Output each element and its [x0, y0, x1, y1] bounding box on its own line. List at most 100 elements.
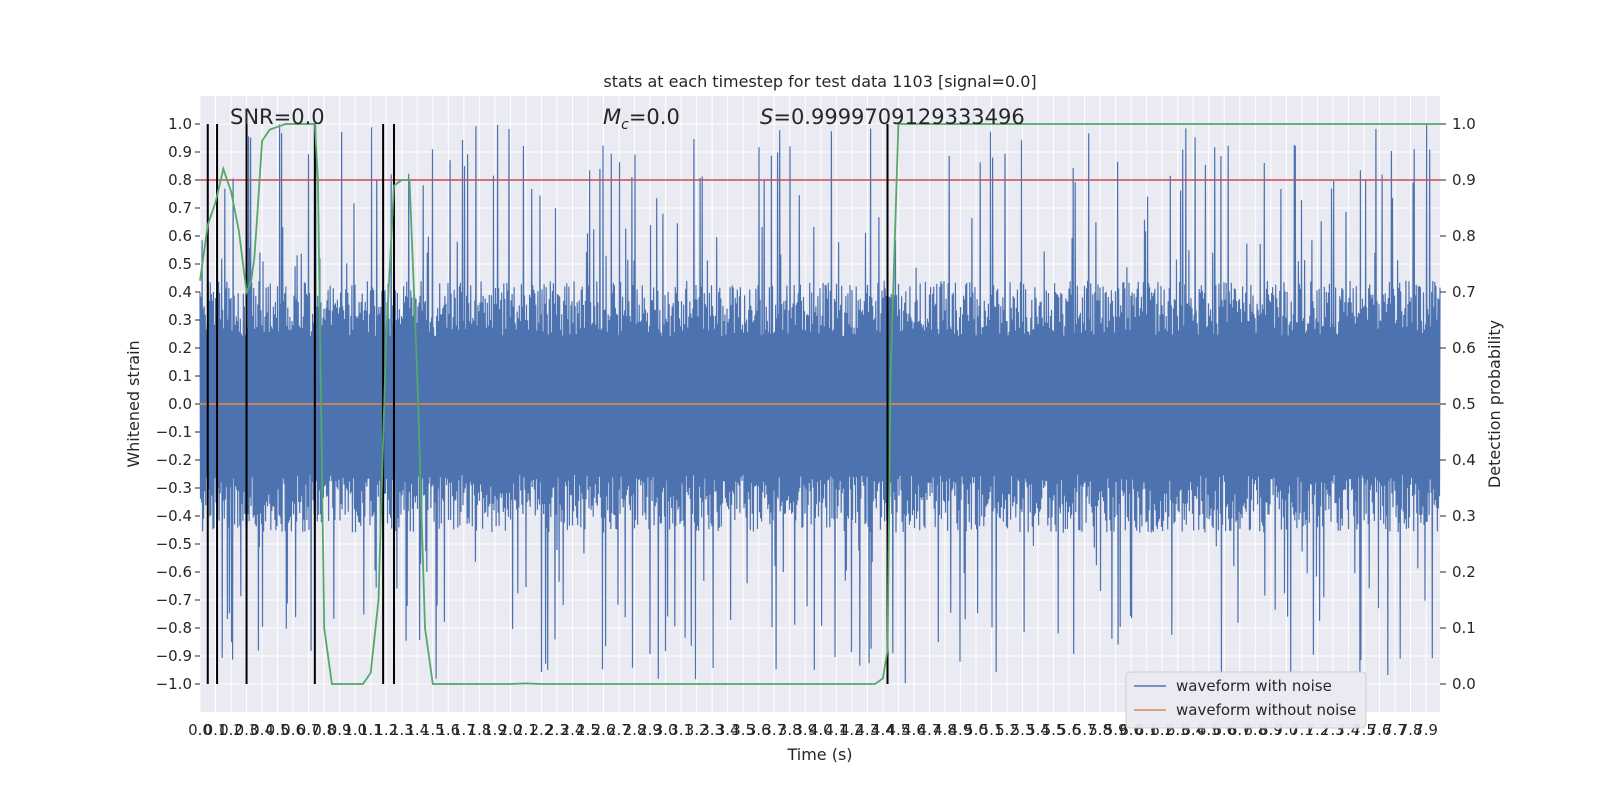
- s-symbol: S: [760, 105, 773, 129]
- x-tick-label: 3.3: [700, 721, 724, 739]
- x-tick-label: 5.7: [1073, 721, 1097, 739]
- x-tick-label: 4.9: [949, 721, 973, 739]
- x-tick-label: 1.1: [359, 721, 383, 739]
- x-tick-label: 4.3: [855, 721, 879, 739]
- right-y-tick-label: 0.6: [1452, 339, 1476, 357]
- legend-label-noise: waveform with noise: [1176, 677, 1332, 695]
- x-tick-label: 1.7: [452, 721, 476, 739]
- x-tick-label: 0.2: [219, 721, 243, 739]
- right-y-tick-label: 0.1: [1452, 619, 1476, 637]
- chirp-mass-annotation: Mc=0.0: [603, 105, 680, 133]
- x-tick-label: 3.9: [793, 721, 817, 739]
- x-tick-label: 4.4: [871, 721, 895, 739]
- x-tick-label: 3.7: [762, 721, 786, 739]
- right-y-tick-label: 0.2: [1452, 563, 1476, 581]
- left-y-tick-label: 1.0: [168, 115, 192, 133]
- x-tick-label: 0.0: [188, 721, 212, 739]
- x-tick-label: 2.5: [576, 721, 600, 739]
- x-tick-label: 3.4: [716, 721, 740, 739]
- s-annotation: S=0.9999709129333496: [760, 105, 1025, 129]
- left-y-tick-label: −1.0: [156, 675, 192, 693]
- x-tick-label: 2.8: [623, 721, 647, 739]
- x-tick-label: 3.8: [778, 721, 802, 739]
- left-y-tick-label: 0.0: [168, 395, 192, 413]
- x-tick-label: 0.7: [297, 721, 321, 739]
- x-tick-label: 1.6: [436, 721, 460, 739]
- right-y-tick-label: 0.4: [1452, 451, 1476, 469]
- right-y-tick-label: 1.0: [1452, 115, 1476, 133]
- legend: waveform with noise waveform without noi…: [1125, 671, 1367, 729]
- right-y-tick-label: 0.8: [1452, 227, 1476, 245]
- left-y-tick-label: 0.2: [168, 339, 192, 357]
- left-y-tick-label: 0.1: [168, 367, 192, 385]
- x-tick-label: 2.9: [638, 721, 662, 739]
- x-tick-label: 0.1: [204, 721, 228, 739]
- x-tick-label: 5.8: [1088, 721, 1112, 739]
- x-tick-label: 7.8: [1399, 721, 1423, 739]
- detection-markers: [206, 124, 889, 684]
- right-y-tick-label: 0.9: [1452, 171, 1476, 189]
- waveform-with-noise-line: [199, 124, 1441, 684]
- x-tick-label: 4.7: [917, 721, 941, 739]
- left-y-tick-label: −0.9: [156, 647, 192, 665]
- x-tick-label: 2.3: [545, 721, 569, 739]
- x-tick-label: 1.3: [390, 721, 414, 739]
- x-tick-label: 2.1: [514, 721, 538, 739]
- x-tick-label: 5.1: [980, 721, 1004, 739]
- detection-probability-line: [199, 123, 1440, 685]
- x-tick-label: 5.0: [964, 721, 988, 739]
- x-tick-label: 1.5: [421, 721, 445, 739]
- legend-label-clean: waveform without noise: [1176, 701, 1356, 719]
- x-tick-label: 5.4: [1026, 721, 1050, 739]
- x-tick-label: 0.6: [281, 721, 305, 739]
- x-tick-label: 4.5: [886, 721, 910, 739]
- x-tick-label: 3.0: [654, 721, 678, 739]
- x-tick-label: 4.0: [809, 721, 833, 739]
- detection-probability-series: [199, 123, 1440, 685]
- x-tick-label: 1.4: [405, 721, 429, 739]
- x-tick-label: 0.5: [266, 721, 290, 739]
- x-tick-label: 5.2: [995, 721, 1019, 739]
- right-y-tick-label: 0.0: [1452, 675, 1476, 693]
- x-tick-label: 4.6: [902, 721, 926, 739]
- x-tick-label: 5.6: [1057, 721, 1081, 739]
- left-y-tick-label: 0.5: [168, 255, 192, 273]
- x-tick-label: 2.6: [592, 721, 616, 739]
- s-value: =0.9999709129333496: [773, 105, 1024, 129]
- left-y-tick-label: −0.7: [156, 591, 192, 609]
- x-tick-label: 1.8: [467, 721, 491, 739]
- left-y-tick-label: 0.6: [168, 227, 192, 245]
- x-tick-label: 1.2: [374, 721, 398, 739]
- left-y-tick-label: −0.8: [156, 619, 192, 637]
- right-y-tick-label: 0.7: [1452, 283, 1476, 301]
- left-y-tick-label: −0.5: [156, 535, 192, 553]
- x-tick-label: 7.6: [1368, 721, 1392, 739]
- chart-title: stats at each timestep for test data 110…: [603, 72, 1036, 91]
- x-tick-label: 5.5: [1042, 721, 1066, 739]
- left-y-tick-label: 0.9: [168, 143, 192, 161]
- x-tick-label: 0.8: [312, 721, 336, 739]
- left-y-tick-label: −0.6: [156, 563, 192, 581]
- left-y-tick-label: 0.7: [168, 199, 192, 217]
- x-tick-label: 2.4: [561, 721, 585, 739]
- chirp-mass-symbol: M: [603, 105, 621, 129]
- left-y-tick-label: 0.4: [168, 283, 192, 301]
- left-y-axis-label: Whitened strain: [124, 340, 143, 467]
- snr-annotation: SNR=0.0: [230, 105, 325, 129]
- x-tick-label: 1.9: [483, 721, 507, 739]
- x-tick-label: 0.9: [328, 721, 352, 739]
- waveform-with-noise-series: [199, 124, 1441, 684]
- left-y-tick-label: 0.8: [168, 171, 192, 189]
- x-tick-label: 7.9: [1414, 721, 1438, 739]
- x-tick-label: 3.5: [731, 721, 755, 739]
- x-tick-label: 1.0: [343, 721, 367, 739]
- x-tick-label: 5.3: [1011, 721, 1035, 739]
- x-tick-label: 7.7: [1383, 721, 1407, 739]
- x-tick-label: 2.0: [498, 721, 522, 739]
- chirp-mass-subscript: c: [621, 117, 629, 133]
- x-tick-label: 3.1: [669, 721, 693, 739]
- right-y-tick-label: 0.5: [1452, 395, 1476, 413]
- left-y-tick-labels: 1.0 0.9 0.8 0.7 0.6 0.5 0.4 0.3 0.2 0.1 0.0 −0.1 −0.…: [156, 115, 200, 693]
- x-tick-label: 4.8: [933, 721, 957, 739]
